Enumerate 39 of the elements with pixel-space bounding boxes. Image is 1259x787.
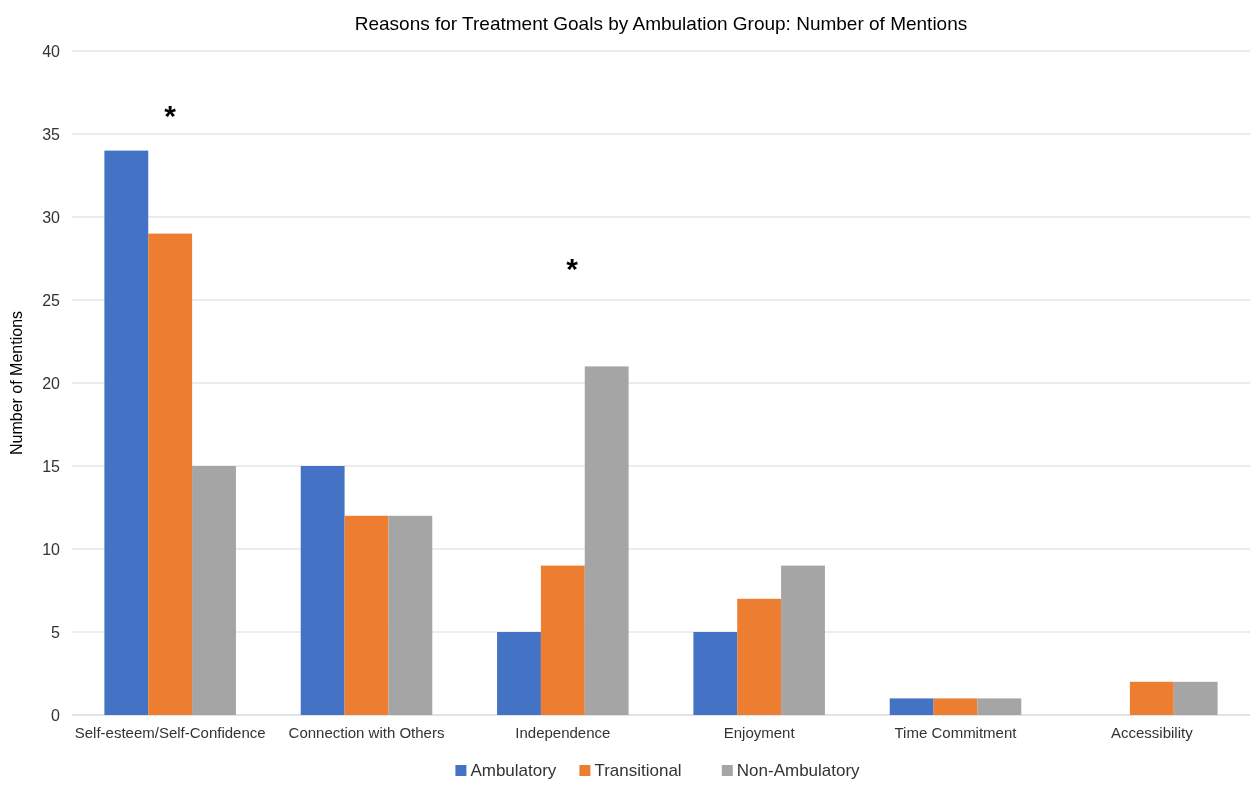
x-tick-label: Time Commitment xyxy=(894,723,1018,741)
annotation: * xyxy=(164,99,177,132)
annotation: * xyxy=(566,252,579,285)
y-tick-label: 5 xyxy=(51,623,61,641)
bar xyxy=(781,565,825,715)
bar xyxy=(104,150,149,715)
bar xyxy=(693,632,738,715)
y-tick-label: 20 xyxy=(42,374,61,392)
x-tick-label: Independence xyxy=(515,723,611,741)
y-tick-label: 10 xyxy=(42,540,61,558)
bar xyxy=(497,632,541,715)
bar xyxy=(1129,681,1174,715)
legend-label: Transitional xyxy=(594,761,682,780)
y-tick-label: 25 xyxy=(42,291,61,309)
bar xyxy=(977,698,1022,715)
bar xyxy=(388,515,433,715)
legend-label: Ambulatory xyxy=(470,761,557,780)
legend-label: Non-Ambulatory xyxy=(736,761,861,780)
x-tick-label: Accessibility xyxy=(1110,723,1194,741)
x-tick-label: Enjoyment xyxy=(723,723,796,741)
y-tick-label: 30 xyxy=(42,208,61,226)
y-tick-label: 0 xyxy=(51,706,61,724)
y-tick-label: 35 xyxy=(42,125,61,143)
y-tick-label: 40 xyxy=(42,42,61,60)
bar xyxy=(933,698,978,715)
bar xyxy=(192,466,236,715)
y-axis-title: Number of Mentions xyxy=(8,310,25,456)
bar xyxy=(540,565,585,715)
bar xyxy=(300,466,345,715)
bar xyxy=(889,698,934,715)
chart-title: Reasons for Treatment Goals by Ambulation Group: Number of Mentions xyxy=(354,13,968,34)
bar xyxy=(584,366,629,715)
bar xyxy=(1173,681,1218,715)
bar xyxy=(148,233,193,715)
y-tick-label: 15 xyxy=(42,457,61,475)
x-tick-label: Connection with Others xyxy=(288,723,445,741)
bar xyxy=(344,515,389,715)
bar xyxy=(737,598,782,715)
x-tick-label: Self-esteem/Self-Confidence xyxy=(74,723,266,741)
